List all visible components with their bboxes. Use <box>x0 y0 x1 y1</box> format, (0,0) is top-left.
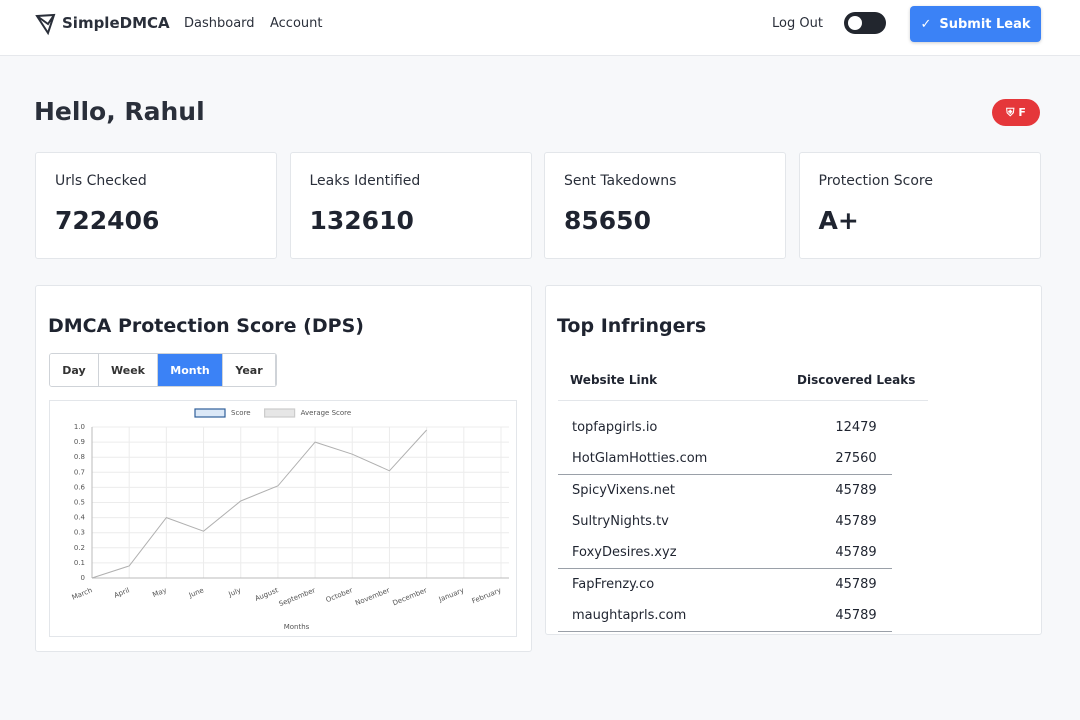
y-tick-label: 0.6 <box>74 483 86 491</box>
x-tick-label: December <box>391 586 428 607</box>
y-tick-label: 0.5 <box>74 499 85 507</box>
greeting: Hello, Rahul <box>34 97 205 126</box>
table-row: FapFrenzy.co 45789 <box>558 568 892 601</box>
stat-card: Protection Score A+ <box>798 152 1041 259</box>
count-cell: 45789 <box>835 576 877 592</box>
count-cell: 27560 <box>835 451 877 467</box>
stat-value: A+ <box>818 206 859 235</box>
x-tick-label: May <box>151 586 167 599</box>
table-row: SultryNights.tv 45789 <box>558 505 892 538</box>
tab[interactable]: Week <box>99 354 158 386</box>
legend-swatch <box>264 408 296 418</box>
x-tick-label: April <box>113 586 131 599</box>
x-tick-label: August <box>254 586 280 603</box>
table-row: HotGlamHotties.com 27560 <box>558 443 892 476</box>
stat-label: Protection Score <box>818 173 934 189</box>
tab[interactable]: Month <box>158 354 223 386</box>
y-tick-label: 0.9 <box>74 438 85 446</box>
stat-label: Urls Checked <box>55 173 147 189</box>
link-cell: HotGlamHotties.com <box>572 451 708 467</box>
tab[interactable]: Year <box>223 354 276 386</box>
count-cell: 45789 <box>835 482 877 498</box>
link-cell: topfapgirls.io <box>572 420 658 435</box>
link-cell: FapFrenzy.co <box>572 576 655 592</box>
x-tick-label: February <box>471 586 503 605</box>
column-header: Discovered Leaks <box>797 373 916 387</box>
link-cell: FoxyDesires.xyz <box>572 545 677 561</box>
link-cell: SpicyVixens.net <box>572 482 675 498</box>
y-tick-label: 0.8 <box>74 453 85 461</box>
header <box>0 0 1080 56</box>
x-tick-label: March <box>71 586 94 601</box>
count-cell: 45789 <box>835 513 877 529</box>
chart-box: 0 0.1 0.2 0.3 0.4 0.5 0.6 0.7 0.8 0.9 1.0 March Apri… <box>49 400 517 637</box>
link-cell: maughtaprls.com <box>572 607 687 623</box>
badge-text: F <box>1018 106 1026 119</box>
submit-label: Submit Leak <box>939 16 1031 32</box>
brand[interactable]: SimpleDMCA <box>62 14 170 32</box>
stat-label: Sent Takedowns <box>564 173 677 189</box>
nav-link[interactable]: Dashboard <box>184 16 255 31</box>
x-tick-label: October <box>325 586 354 604</box>
chart-title: DMCA Protection Score (DPS) <box>48 315 364 337</box>
x-tick-label: September <box>278 586 317 608</box>
line-series <box>91 429 428 579</box>
x-axis-label: Months <box>284 623 310 631</box>
nav-link[interactable]: Account <box>270 16 323 31</box>
submit-button[interactable]: ✓ Submit Leak <box>910 6 1041 42</box>
y-tick-label: 1.0 <box>74 423 85 431</box>
stat-card: Sent Takedowns 85650 <box>544 152 786 259</box>
logout[interactable]: Log Out <box>772 16 823 31</box>
y-tick-label: 0 <box>81 574 85 582</box>
y-tick-label: 0.2 <box>74 544 85 552</box>
legend-label: Average Score <box>301 409 352 417</box>
legend-label: Score <box>231 409 251 417</box>
count-cell: 45789 <box>835 545 877 561</box>
y-tick-label: 0.4 <box>74 514 86 522</box>
table-row: maughtaprls.com 45789 <box>558 599 892 632</box>
table-row: SpicyVixens.net 45789 <box>558 474 892 507</box>
x-tick-label: June <box>187 586 205 600</box>
x-tick-label: January <box>437 586 466 604</box>
count-cell: 45789 <box>835 607 877 623</box>
badge[interactable]: ⛨ F <box>992 99 1040 126</box>
table-title: Top Infringers <box>557 315 707 337</box>
stat-card: Leaks Identified 132610 <box>289 152 532 259</box>
y-tick-label: 0.3 <box>74 529 85 537</box>
logo <box>35 13 56 36</box>
tabs: Day Week Month Year <box>49 353 277 387</box>
legend-swatch <box>194 408 226 418</box>
tab[interactable]: Day <box>50 354 99 386</box>
x-tick-label: July <box>227 586 243 599</box>
y-tick-label: 0.1 <box>74 559 85 567</box>
theme-toggle[interactable] <box>844 12 886 34</box>
x-tick-label: November <box>354 586 391 607</box>
chart: 0 0.1 0.2 0.3 0.4 0.5 0.6 0.7 0.8 0.9 1.0 March Apri… <box>71 408 509 631</box>
stat-value: 722406 <box>55 206 160 235</box>
y-tick-label: 0.7 <box>74 468 85 476</box>
count-cell: 12479 <box>835 420 877 435</box>
link-cell: SultryNights.tv <box>572 513 669 529</box>
stat-value: 132610 <box>309 206 414 235</box>
table-row: topfapgirls.io 12479 <box>558 412 892 444</box>
stat-card: Urls Checked 722406 <box>35 152 277 259</box>
stat-value: 85650 <box>564 206 651 235</box>
table-row: FoxyDesires.xyz 45789 <box>558 537 892 570</box>
stat-label: Leaks Identified <box>309 173 421 189</box>
header-rule <box>558 400 928 401</box>
column-header: Website Link <box>570 373 658 387</box>
